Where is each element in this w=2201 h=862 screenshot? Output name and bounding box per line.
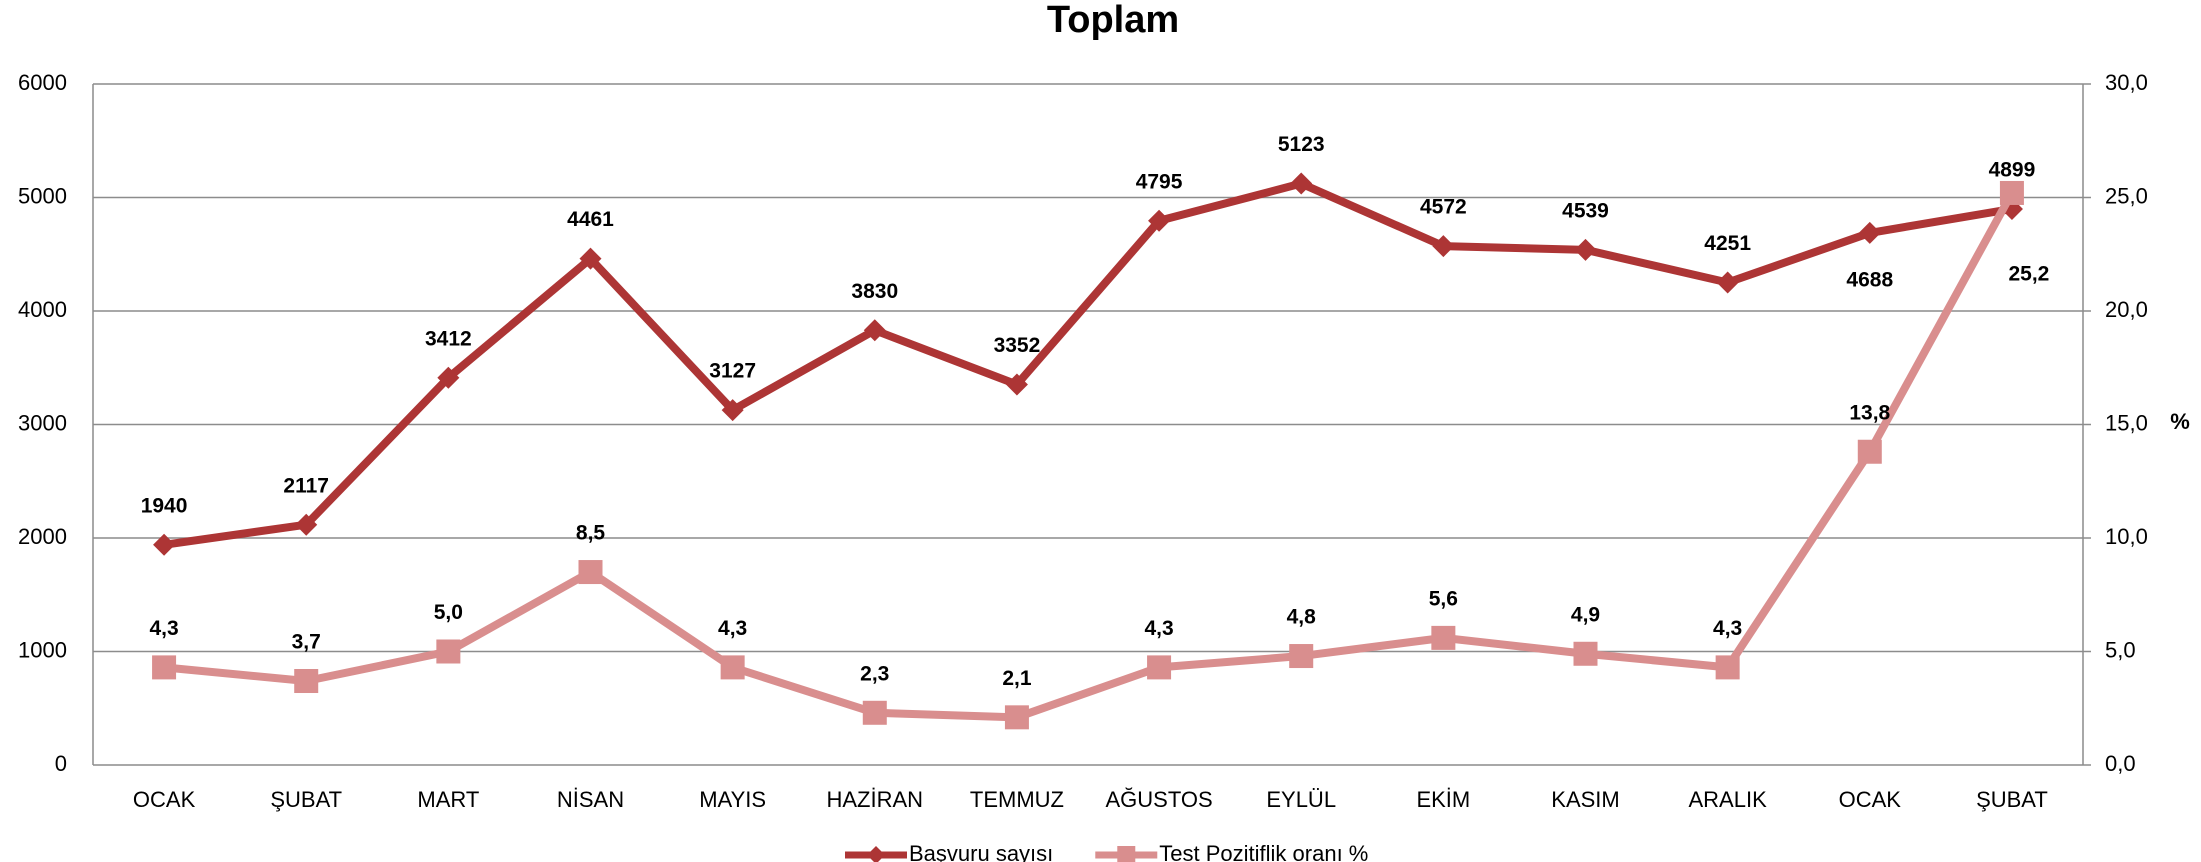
y2-tick-label: 20,0 (2105, 297, 2148, 322)
marker (1290, 172, 1313, 195)
data-label: 5,6 (1429, 587, 1458, 610)
marker (1148, 209, 1171, 232)
data-label: 4688 (1846, 268, 1893, 291)
y-tick-label: 1000 (18, 637, 67, 662)
x-tick-label: OCAK (1839, 787, 1902, 812)
data-label: 25,2 (2008, 263, 2049, 286)
marker (1573, 641, 1598, 666)
marker (1858, 221, 1881, 244)
marker (1432, 235, 1455, 258)
x-tick-label: MAYIS (699, 787, 766, 812)
marker (863, 319, 886, 342)
x-tick-label: AĞUSTOS (1105, 787, 1212, 812)
y-tick-label: 6000 (18, 70, 67, 95)
data-label: 1940 (141, 494, 188, 517)
data-label: 4,9 (1571, 603, 1600, 626)
data-label: 3412 (425, 327, 472, 350)
x-tick-label: ARALIK (1689, 787, 1768, 812)
y2-tick-label: 15,0 (2105, 410, 2148, 435)
data-label: 5123 (1278, 133, 1325, 156)
y2-axis-label: % (2170, 409, 2190, 434)
marker (578, 560, 603, 585)
marker (294, 669, 319, 694)
marker (1716, 271, 1739, 294)
marker (1005, 373, 1028, 396)
marker (1857, 439, 1882, 464)
data-label: 4,3 (1713, 617, 1742, 640)
marker (1004, 705, 1029, 730)
data-label: 2,3 (860, 662, 889, 685)
y-tick-label: 5000 (18, 183, 67, 208)
x-tick-label: HAZİRAN (827, 787, 924, 812)
marker (867, 846, 885, 862)
marker (1289, 644, 1314, 669)
y-tick-label: 2000 (18, 524, 67, 549)
marker (436, 639, 461, 664)
marker (1999, 180, 2024, 205)
data-label: 4251 (1704, 232, 1751, 255)
data-label: 2,1 (1002, 667, 1032, 690)
marker (579, 247, 602, 270)
y-tick-label: 4000 (18, 297, 67, 322)
data-label: 3352 (994, 334, 1041, 357)
marker (152, 655, 177, 680)
data-label: 4,3 (718, 617, 747, 640)
series-line (163, 191, 2016, 722)
legend-label: Test Pozitiflik oranı % (1159, 841, 1368, 862)
y-tick-label: 0 (55, 751, 67, 776)
x-tick-label: TEMMUZ (970, 787, 1064, 812)
x-tick-label: ŞUBAT (270, 787, 342, 812)
data-label: 8,5 (576, 522, 606, 545)
y2-tick-label: 30,0 (2105, 70, 2148, 95)
marker (153, 533, 176, 556)
y2-tick-label: 25,0 (2105, 183, 2148, 208)
marker (437, 366, 460, 389)
x-tick-label: ŞUBAT (1976, 787, 2048, 812)
marker (721, 399, 744, 422)
data-label: 13,8 (1849, 401, 1890, 424)
marker (1147, 655, 1172, 680)
data-label: 4,3 (149, 617, 178, 640)
marker (862, 700, 887, 725)
y2-tick-label: 0,0 (2105, 751, 2136, 776)
data-label: 4539 (1562, 199, 1609, 222)
x-tick-label: KASIM (1551, 787, 1619, 812)
data-label: 3,7 (292, 631, 321, 654)
x-tick-label: EYLÜL (1266, 787, 1336, 812)
data-label: 4,8 (1287, 606, 1317, 629)
x-tick-label: MART (417, 787, 479, 812)
marker (1574, 238, 1597, 261)
x-tick-label: NİSAN (557, 787, 624, 812)
y-tick-label: 3000 (18, 410, 67, 435)
data-label: 4795 (1136, 170, 1183, 193)
legend-label: Başvuru sayısı (909, 841, 1053, 862)
data-label: 3830 (851, 280, 898, 303)
marker (295, 513, 318, 536)
marker (1117, 846, 1136, 862)
marker (1715, 655, 1740, 680)
marker (720, 655, 745, 680)
x-tick-label: EKİM (1416, 787, 1470, 812)
chart-title: Toplam (1047, 0, 1179, 41)
data-label: 4461 (567, 208, 614, 231)
y2-tick-label: 5,0 (2105, 637, 2136, 662)
data-label: 4,3 (1144, 617, 1173, 640)
data-label: 5,0 (434, 601, 463, 624)
data-label: 2117 (283, 474, 329, 497)
marker (1431, 625, 1456, 650)
data-label: 4899 (1989, 159, 2036, 182)
data-label: 3127 (709, 360, 756, 383)
data-label: 4572 (1420, 196, 1467, 219)
x-tick-label: OCAK (133, 787, 196, 812)
series-line (163, 179, 2013, 549)
y2-tick-label: 10,0 (2105, 524, 2148, 549)
